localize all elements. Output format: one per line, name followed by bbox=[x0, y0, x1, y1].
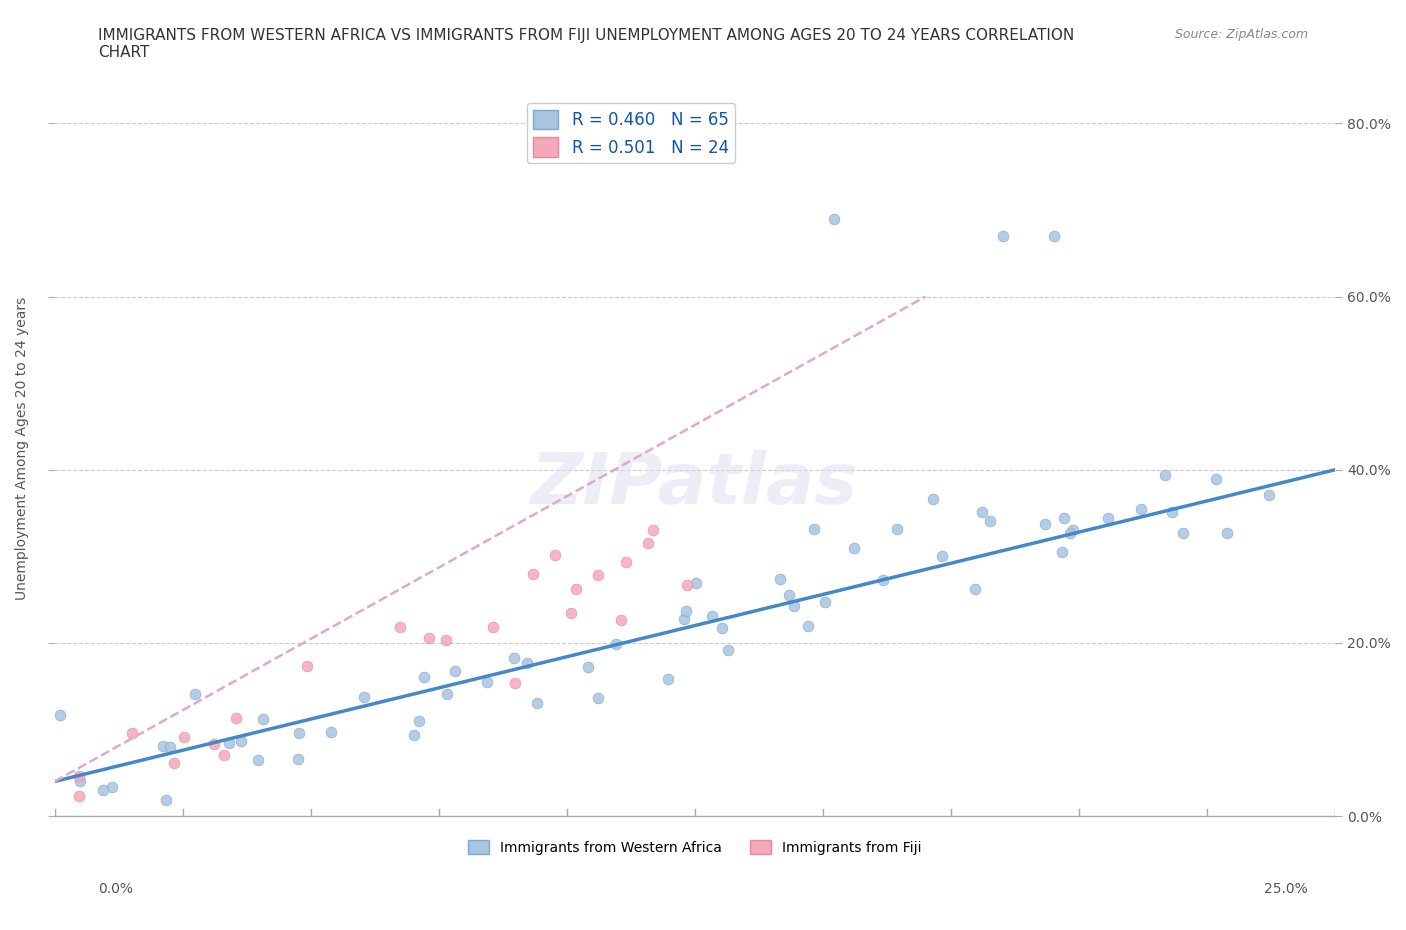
Point bbox=[173, 730, 195, 745]
Point bbox=[152, 739, 174, 754]
Point bbox=[67, 789, 90, 804]
Y-axis label: Unemployment Among Ages 20 to 24 years: Unemployment Among Ages 20 to 24 years bbox=[15, 297, 30, 600]
Point bbox=[844, 540, 866, 555]
Point bbox=[436, 686, 458, 701]
Point bbox=[482, 620, 505, 635]
Point bbox=[685, 576, 707, 591]
Point bbox=[505, 675, 527, 690]
Point bbox=[159, 740, 181, 755]
Point bbox=[565, 581, 588, 596]
Point bbox=[155, 793, 177, 808]
Point bbox=[288, 725, 311, 740]
Point bbox=[1130, 501, 1153, 516]
Point bbox=[657, 671, 679, 686]
Point bbox=[1171, 525, 1194, 540]
Point bbox=[886, 522, 908, 537]
Point bbox=[586, 690, 609, 705]
Text: 25.0%: 25.0% bbox=[1264, 882, 1308, 896]
Point bbox=[1053, 511, 1076, 525]
Point bbox=[637, 536, 659, 551]
Point bbox=[353, 689, 375, 704]
Point bbox=[673, 612, 696, 627]
Point bbox=[319, 724, 342, 739]
Point bbox=[675, 604, 697, 618]
Point bbox=[526, 696, 548, 711]
Point bbox=[931, 549, 953, 564]
Point bbox=[444, 663, 467, 678]
Point bbox=[225, 711, 247, 725]
Point bbox=[522, 566, 544, 581]
Point bbox=[1097, 511, 1119, 525]
Point bbox=[965, 582, 987, 597]
Point bbox=[610, 613, 633, 628]
Point bbox=[163, 755, 186, 770]
Point bbox=[605, 637, 627, 652]
Point bbox=[516, 656, 538, 671]
Point bbox=[576, 660, 599, 675]
Text: 0.0%: 0.0% bbox=[98, 882, 134, 896]
Point bbox=[1042, 229, 1064, 244]
Point bbox=[287, 751, 309, 766]
Legend: Immigrants from Western Africa, Immigrants from Fiji: Immigrants from Western Africa, Immigran… bbox=[463, 834, 927, 860]
Point bbox=[408, 713, 430, 728]
Point bbox=[560, 605, 582, 620]
Point bbox=[418, 631, 440, 645]
Text: Source: ZipAtlas.com: Source: ZipAtlas.com bbox=[1174, 28, 1308, 41]
Point bbox=[1160, 505, 1182, 520]
Point bbox=[710, 620, 733, 635]
Point bbox=[823, 211, 845, 226]
Point bbox=[402, 727, 425, 742]
Point bbox=[700, 608, 723, 623]
Point bbox=[991, 229, 1014, 244]
Point bbox=[252, 711, 274, 726]
Point bbox=[246, 753, 269, 768]
Point bbox=[614, 555, 637, 570]
Text: IMMIGRANTS FROM WESTERN AFRICA VS IMMIGRANTS FROM FIJI UNEMPLOYMENT AMONG AGES 2: IMMIGRANTS FROM WESTERN AFRICA VS IMMIGR… bbox=[98, 28, 1074, 60]
Point bbox=[1050, 544, 1073, 559]
Point bbox=[782, 599, 804, 614]
Point bbox=[872, 572, 894, 587]
Point bbox=[717, 643, 740, 658]
Point bbox=[676, 578, 699, 592]
Point bbox=[69, 774, 91, 789]
Point bbox=[502, 651, 524, 666]
Point bbox=[1257, 487, 1279, 502]
Point bbox=[388, 619, 411, 634]
Point bbox=[1205, 472, 1227, 486]
Point bbox=[413, 670, 436, 684]
Point bbox=[101, 779, 124, 794]
Point bbox=[295, 658, 318, 673]
Point bbox=[202, 737, 225, 751]
Point bbox=[67, 769, 90, 784]
Point bbox=[979, 514, 1001, 529]
Point bbox=[803, 521, 825, 536]
Point bbox=[1153, 467, 1175, 482]
Point bbox=[434, 632, 457, 647]
Point bbox=[229, 734, 252, 749]
Point bbox=[641, 523, 664, 538]
Point bbox=[778, 588, 800, 603]
Point bbox=[184, 686, 207, 701]
Point bbox=[1216, 525, 1239, 540]
Point bbox=[91, 782, 114, 797]
Point bbox=[814, 594, 837, 609]
Point bbox=[1033, 516, 1056, 531]
Point bbox=[48, 707, 70, 722]
Point bbox=[544, 548, 567, 563]
Point bbox=[1062, 523, 1084, 538]
Point bbox=[475, 674, 498, 689]
Point bbox=[769, 572, 792, 587]
Point bbox=[1059, 525, 1081, 540]
Point bbox=[218, 736, 240, 751]
Point bbox=[922, 492, 945, 507]
Point bbox=[121, 725, 143, 740]
Point bbox=[214, 747, 236, 762]
Point bbox=[586, 567, 609, 582]
Point bbox=[972, 505, 994, 520]
Point bbox=[796, 618, 818, 633]
Text: ZIPatlas: ZIPatlas bbox=[531, 450, 859, 519]
